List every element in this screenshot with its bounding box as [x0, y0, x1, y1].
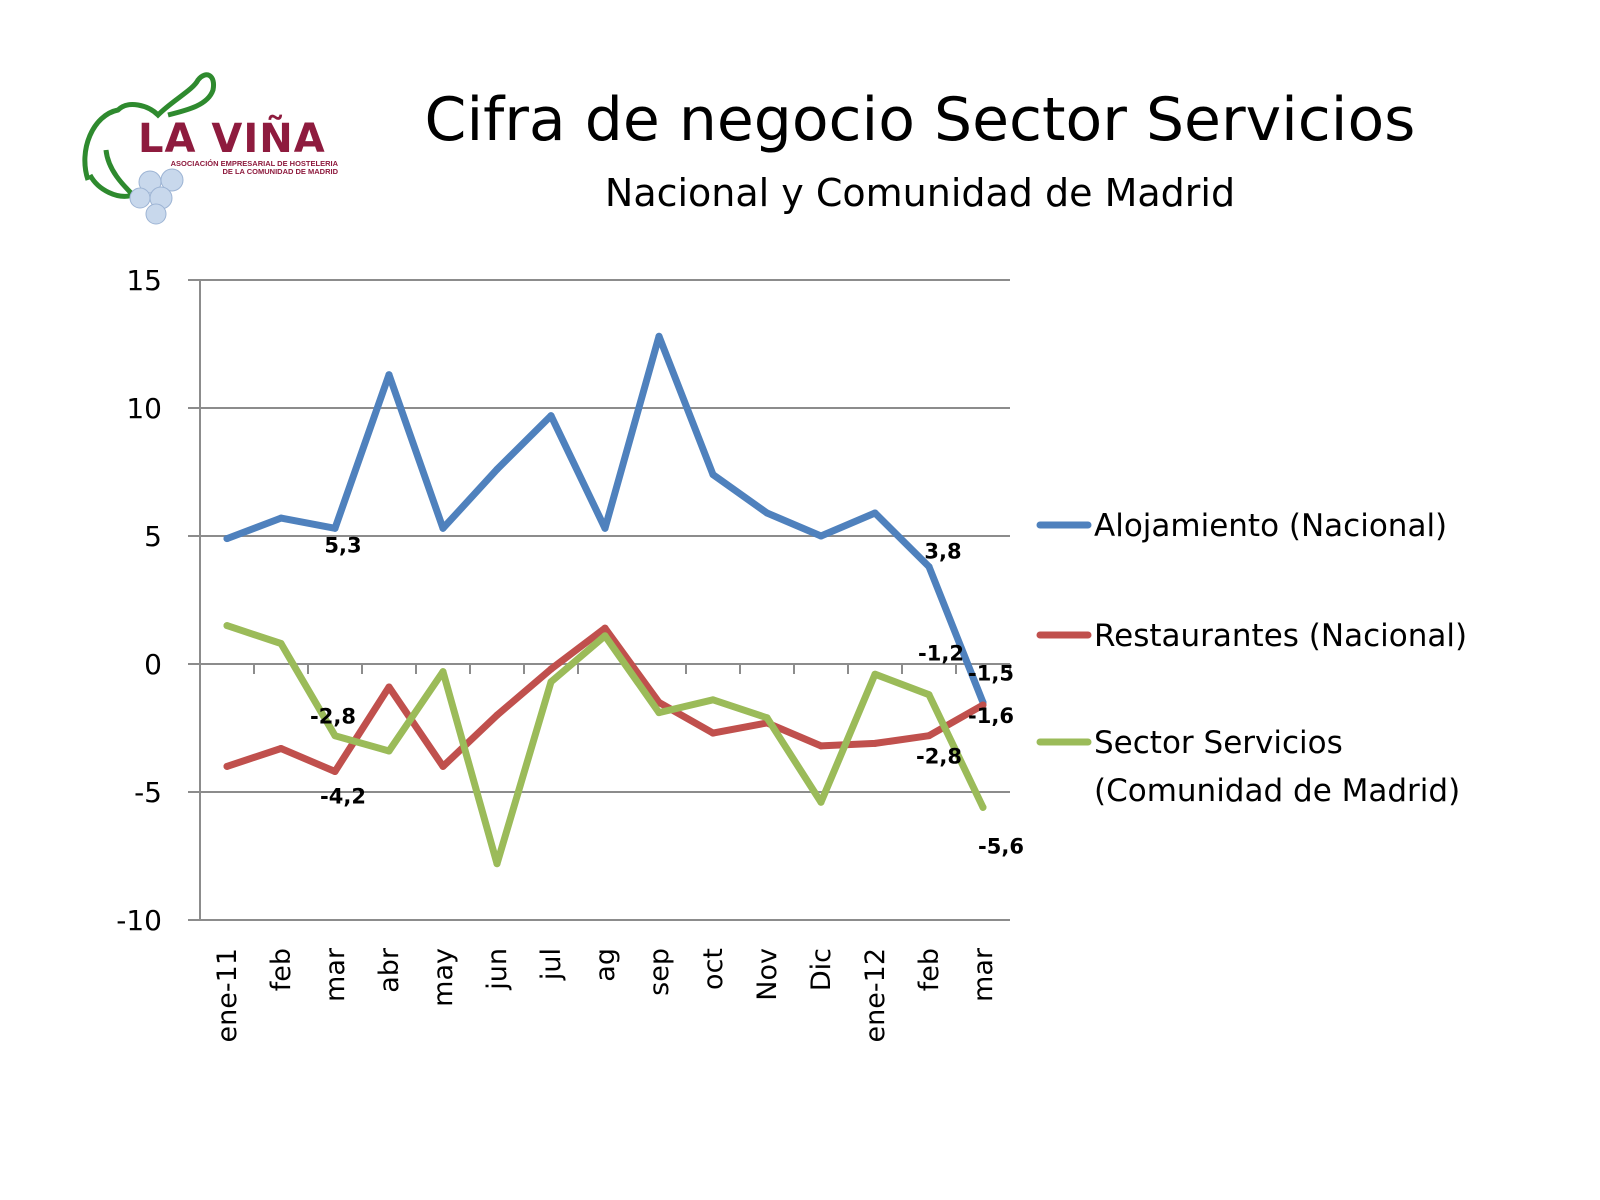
- data-label: -2,8: [310, 705, 356, 729]
- x-tick-label: sep: [644, 948, 675, 996]
- data-point: [979, 803, 987, 811]
- data-point: [655, 709, 663, 717]
- data-point: [493, 711, 501, 719]
- data-point: [277, 514, 285, 522]
- x-tick-label: Nov: [752, 948, 783, 1001]
- data-point: [871, 739, 879, 747]
- x-tick-label: jun: [482, 948, 513, 991]
- data-point: [601, 524, 609, 532]
- data-label: -1,5: [968, 661, 1014, 685]
- data-point: [493, 860, 501, 868]
- y-tick-label: -5: [134, 776, 162, 809]
- data-point: [925, 691, 933, 699]
- x-tick-label: feb: [914, 948, 945, 991]
- data-point: [385, 371, 393, 379]
- data-point: [223, 622, 231, 630]
- y-tick-label: -10: [116, 904, 162, 937]
- legend-label: Sector Servicios: [1094, 725, 1343, 761]
- data-point: [871, 670, 879, 678]
- data-point: [709, 471, 717, 479]
- data-point: [385, 747, 393, 755]
- data-label: -1,6: [968, 704, 1014, 728]
- data-label: -5,6: [978, 834, 1024, 858]
- series-line: [223, 332, 987, 706]
- la-vina-logo: LA VIÑA ASOCIACIÓN EMPRESARIAL DE HOSTEL…: [78, 70, 348, 230]
- data-label: -1,2: [918, 642, 964, 666]
- y-tick-label: 0: [144, 648, 162, 681]
- legend-label: Restaurantes (Nacional): [1094, 618, 1467, 654]
- data-point: [817, 798, 825, 806]
- data-point: [817, 742, 825, 750]
- data-point: [439, 668, 447, 676]
- vine-leaf-icon: [82, 72, 217, 225]
- y-tick-label: 5: [144, 520, 162, 553]
- data-point: [277, 640, 285, 648]
- x-tick-label: feb: [266, 948, 297, 991]
- logo-subtitle: ASOCIACIÓN EMPRESARIAL DE HOSTELERIA DE …: [138, 160, 338, 176]
- data-point: [331, 768, 339, 776]
- data-label: 3,8: [924, 540, 961, 564]
- data-point: [331, 732, 339, 740]
- y-tick-label: 10: [126, 392, 162, 425]
- data-point: [763, 509, 771, 517]
- x-tick-label: Dic: [806, 948, 837, 991]
- data-label: 5,3: [324, 533, 361, 557]
- logo-subtitle-line2: DE LA COMUNIDAD DE MADRID: [222, 167, 338, 176]
- data-point: [709, 696, 717, 704]
- x-tick-label: ag: [590, 948, 621, 982]
- data-point: [223, 762, 231, 770]
- logo-subtitle-line1: ASOCIACIÓN EMPRESARIAL DE HOSTELERIA: [170, 159, 338, 168]
- data-point: [385, 683, 393, 691]
- chart-subtitle: Nacional y Comunidad de Madrid: [604, 171, 1236, 215]
- x-tick-label: ene-12: [860, 948, 891, 1042]
- x-tick-label: ene-11: [212, 948, 243, 1042]
- data-point: [223, 535, 231, 543]
- data-point: [547, 678, 555, 686]
- data-label: -4,2: [320, 785, 366, 809]
- data-point: [763, 714, 771, 722]
- data-point: [601, 632, 609, 640]
- legend-label: Alojamiento (Nacional): [1094, 508, 1447, 544]
- data-point: [925, 563, 933, 571]
- x-tick-label: mar: [968, 947, 999, 1002]
- y-tick-label: 15: [126, 264, 162, 297]
- data-point: [439, 762, 447, 770]
- logo-name: LA VIÑA: [138, 116, 326, 162]
- chart-title: Cifra de negocio Sector Servicios: [424, 85, 1416, 155]
- data-point: [709, 729, 717, 737]
- data-point: [655, 332, 663, 340]
- data-point: [277, 744, 285, 752]
- legend-label: (Comunidad de Madrid): [1094, 773, 1460, 809]
- x-tick-label: oct: [698, 948, 729, 990]
- data-point: [493, 465, 501, 473]
- series-line: [223, 624, 987, 775]
- data-point: [547, 665, 555, 673]
- data-point: [817, 532, 825, 540]
- data-label: -2,8: [916, 745, 962, 769]
- x-tick-label: abr: [374, 947, 405, 993]
- data-point: [925, 732, 933, 740]
- x-tick-label: may: [428, 948, 459, 1007]
- data-point: [979, 701, 987, 709]
- data-point: [601, 624, 609, 632]
- data-point: [331, 524, 339, 532]
- data-point: [871, 509, 879, 517]
- data-point: [547, 412, 555, 420]
- data-point: [439, 524, 447, 532]
- x-tick-label: mar: [320, 947, 351, 1002]
- x-tick-label: jul: [536, 948, 567, 981]
